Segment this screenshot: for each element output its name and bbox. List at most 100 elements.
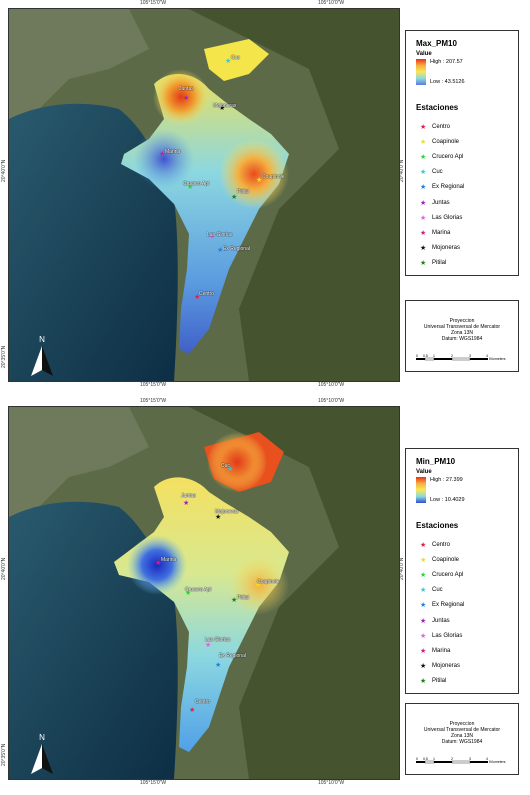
northern-plain (9, 9, 149, 129)
scale-tick: 2 (451, 354, 453, 358)
station-label-crucero: Crucero Apl (183, 181, 210, 187)
star-icon: ★ (420, 199, 427, 207)
station-label-las-glorias: Las Glorias (207, 232, 233, 238)
star-icon: ★ (420, 663, 427, 671)
projection-line4: Datum: WGS1984 (441, 336, 483, 342)
north-label: N (39, 335, 45, 344)
station-marker-mojoneras[interactable]: ★ (219, 104, 225, 112)
star-icon: ★ (420, 184, 427, 192)
legend-value-label: Value (416, 469, 432, 475)
station-marker-mojoneras[interactable]: ★ (215, 513, 221, 521)
station-marker-crucero[interactable]: ★ (185, 589, 191, 597)
station-marker-cuc[interactable]: ★ (227, 465, 233, 473)
mountains-area (189, 407, 399, 779)
station-label-mojoneras: Mojoneras (213, 103, 237, 109)
estaciones-title: Estaciones (416, 521, 459, 530)
estaciones-list: ★ Centro ★ Coapinole ★ Crucero Apl ★ Cuc ★ Ex… (420, 537, 464, 689)
scale-tick: 4 (486, 757, 488, 761)
projection-box-top: Proyeccion Universal Transversal de Merc… (405, 300, 519, 372)
hotspot-juntas (153, 69, 209, 125)
star-icon: ★ (420, 229, 427, 237)
station-label-juntas: Juntas (179, 86, 194, 92)
estaciones-title: Estaciones (416, 103, 459, 112)
coord-left-lower: 20°35'0"N (1, 345, 7, 368)
legend-item-marina: ★ Marina (420, 647, 451, 655)
map-canvas-bottom: ★ ★ ★ ★ ★ ★ ★ ★ ★ ★ (9, 407, 399, 779)
station-marker-marina[interactable]: ★ (159, 150, 165, 158)
legend-item-centro: ★ Centro (420, 123, 451, 131)
coord-top-right: 105°10'0"W (318, 398, 345, 404)
legend-item-centro: ★ Centro (420, 541, 451, 549)
station-label-centro: Centro (199, 291, 215, 297)
projection-line4: Datum: WGS1984 (441, 739, 483, 745)
star-icon: ★ (420, 678, 427, 686)
station-marker-marina[interactable]: ★ (155, 559, 161, 567)
station-label-marina: Marina (161, 557, 177, 563)
station-marker-pitilal[interactable]: ★ (231, 596, 237, 604)
legend-high: High : 27.399 (430, 477, 463, 483)
station-marker-centro[interactable]: ★ (189, 706, 195, 714)
star-icon: ★ (420, 571, 427, 579)
scale-tick: 1 (433, 354, 435, 358)
legend-item-cuc: ★ Cuc (420, 169, 443, 177)
legend-box-top: Max_PM10 Value High : 207.57 Low : 43.51… (405, 30, 519, 276)
legend-item-pitilal: ★ Pitilal (420, 678, 447, 686)
scale-tick: 3 (469, 354, 471, 358)
legend-item-ex-regional: ★ Ex Regional (420, 602, 465, 610)
station-marker-cuc[interactable]: ★ (225, 57, 231, 65)
scale-tick: 0.5 (423, 354, 428, 358)
station-marker-pitilal[interactable]: ★ (231, 193, 237, 201)
legend-item-juntas: ★ Juntas (420, 617, 450, 625)
star-icon: ★ (420, 138, 427, 146)
station-label-ex-regional: Ex Regional (223, 246, 250, 252)
projection-line1: Proyeccion (449, 318, 475, 324)
star-icon: ★ (420, 556, 427, 564)
station-label-mojoneras: Mojoneras (215, 509, 239, 515)
legend-item-coapinole: ★ Coapinole (420, 556, 460, 564)
scale-bar: 0 0.5 1 2 3 4 Kilometers (416, 757, 506, 764)
station-marker-ex-regional[interactable]: ★ (217, 246, 223, 254)
estaciones-list: ★ Centro ★ Coapinole ★ Crucero Apl ★ Cuc ★ Ex… (420, 119, 464, 271)
coord-top-left: 105°15'0"W (140, 0, 167, 6)
station-marker-las-glorias[interactable]: ★ (209, 233, 215, 241)
min-pm10-panel: 105°15'0"W 105°10'0"W 105°15'0"W 105°10'… (0, 398, 530, 795)
map-canvas-top: ★ ★ ★ ★ ★ ★ ★ ★ ★ ★ (9, 9, 399, 381)
coord-left-upper: 20°40'0"N (1, 159, 7, 182)
coord-top-right: 105°10'0"W (318, 0, 345, 6)
star-icon: ★ (420, 541, 427, 549)
station-marker-las-glorias[interactable]: ★ (205, 641, 211, 649)
station-marker-ex-regional[interactable]: ★ (215, 661, 221, 669)
station-label-ex-regional: Ex Regional (219, 653, 246, 659)
map-frame-bottom[interactable]: ★ ★ ★ ★ ★ ★ ★ ★ ★ ★ Cuc Juntas Mojoneras… (8, 406, 400, 780)
legend-value-label: Value (416, 51, 432, 57)
legend-item-cuc: ★ Cuc (420, 587, 443, 595)
star-icon: ★ (420, 123, 427, 131)
stations-top: ★ ★ ★ ★ ★ ★ ★ ★ ★ ★ (159, 57, 262, 301)
legend-item-las-glorias: ★ Las Glorias (420, 214, 463, 222)
legend-item-mojoneras: ★ Mojoneras (420, 245, 461, 253)
star-icon: ★ (420, 260, 427, 268)
star-icon: ★ (420, 153, 427, 161)
coolspot-marina (134, 129, 194, 189)
hotspot-coapinole (219, 139, 289, 209)
map-frame-top[interactable]: ★ ★ ★ ★ ★ ★ ★ ★ ★ ★ Cuc Juntas Mojoneras… (8, 8, 400, 382)
stations-bottom: ★ ★ ★ ★ ★ ★ ★ ★ ★ ★ (155, 465, 261, 714)
scale-bar: 0 0.5 1 2 3 4 Kilometers (416, 354, 506, 361)
station-marker-coapinole[interactable]: ★ (256, 176, 262, 184)
legend-item-juntas: ★ Juntas (420, 199, 450, 207)
station-marker-centro[interactable]: ★ (194, 293, 200, 301)
coord-bottom-left: 105°15'0"W (140, 382, 167, 388)
hotspot-cuc (207, 432, 267, 492)
projection-line2: Universal Transversal de Mercator (423, 324, 501, 330)
station-marker-juntas[interactable]: ★ (183, 94, 189, 102)
star-icon: ★ (420, 245, 427, 253)
station-marker-coapinole[interactable]: ★ (255, 581, 261, 589)
station-label-cuc: Cuc (221, 463, 230, 469)
legend-low: Low : 43.5126 (430, 79, 465, 85)
station-marker-crucero[interactable]: ★ (187, 183, 193, 191)
scale-tick: 4 (486, 354, 488, 358)
station-marker-juntas[interactable]: ★ (183, 499, 189, 507)
legend-item-crucero: ★ Crucero Apl (420, 571, 464, 579)
coord-left-lower: 20°35'0"N (1, 743, 7, 766)
mountains-area (189, 9, 399, 381)
